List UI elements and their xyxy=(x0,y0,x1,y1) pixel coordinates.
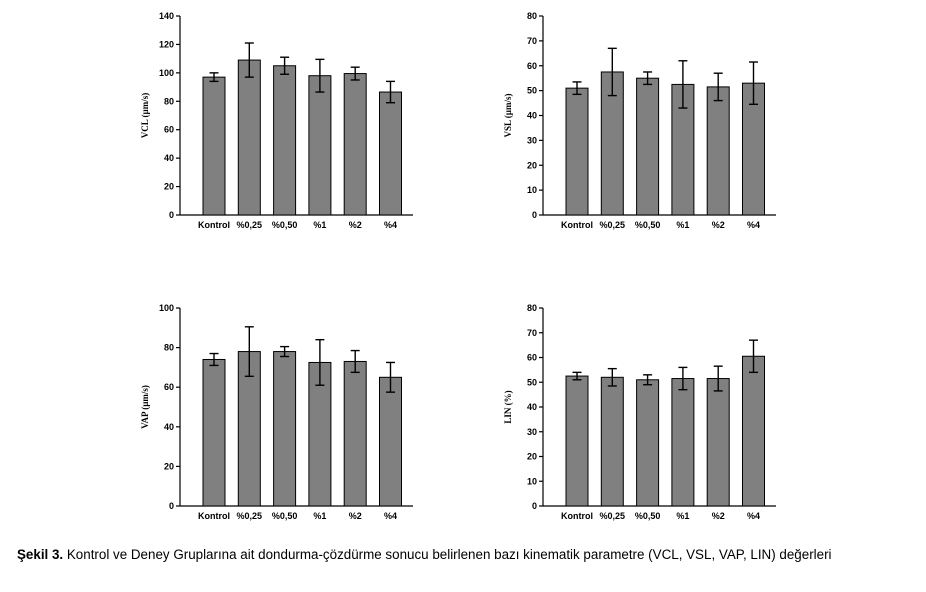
x-tick-label: %4 xyxy=(747,220,760,230)
bar-5 xyxy=(706,378,730,507)
bar-3 xyxy=(273,65,297,216)
y-tick-label: 0 xyxy=(169,501,174,511)
y-tick-label: 20 xyxy=(527,452,537,462)
x-tick-label: %1 xyxy=(676,511,689,521)
x-tick-label: %0,25 xyxy=(237,220,263,230)
chart-panel-3: 0 20 40 60 80 100 VAP (µm/s) Kontrol %0,25 %0,50%… xyxy=(140,303,413,521)
y-tick-label: 70 xyxy=(527,328,537,338)
y-tick-label: 20 xyxy=(527,160,537,170)
y-tick-label: 60 xyxy=(164,125,174,135)
x-tick-label: %2 xyxy=(349,511,362,521)
y-tick-label: 50 xyxy=(527,377,537,387)
y-tick-label: 30 xyxy=(527,135,537,145)
y-tick-label: 50 xyxy=(527,86,537,96)
y-axis-title: VCL (µm/s) xyxy=(140,93,150,138)
x-tick-label: Kontrol xyxy=(561,511,593,521)
y-tick-label: 60 xyxy=(527,61,537,71)
x-tick-label: %0,50 xyxy=(635,220,661,230)
y-tick-label: 80 xyxy=(164,343,174,353)
x-tick-label: %2 xyxy=(349,220,362,230)
y-tick-label: 0 xyxy=(532,501,537,511)
bar-2 xyxy=(237,59,261,216)
bar-1 xyxy=(565,375,589,507)
x-tick-label: Kontrol xyxy=(198,511,230,521)
x-tick-label: %4 xyxy=(384,511,397,521)
chart-panel-4: 0 10 20 30 40 50 60 70 80 LIN (%) Kontrol %0,25 %0,5… xyxy=(503,303,776,521)
y-tick-label: 80 xyxy=(527,303,537,313)
bar-1 xyxy=(565,87,589,216)
y-tick-label: 140 xyxy=(159,11,174,21)
y-tick-label: 20 xyxy=(164,182,174,192)
bar-6 xyxy=(379,376,402,507)
y-tick-label: 40 xyxy=(527,402,537,412)
x-tick-label: %4 xyxy=(384,220,397,230)
x-tick-label: %1 xyxy=(313,220,326,230)
y-tick-label: 10 xyxy=(527,185,537,195)
x-tick-label: %2 xyxy=(712,511,725,521)
y-tick-label: 40 xyxy=(527,111,537,121)
x-tick-label: %1 xyxy=(313,511,326,521)
chart-panel-1: 0 20 40 60 80 100 120 140 VCL (µm/s) Kontrol %0,25… xyxy=(140,11,413,230)
bar-3 xyxy=(636,379,660,507)
x-tick-label: %2 xyxy=(712,220,725,230)
y-axis-title: VSL (µm/s) xyxy=(503,94,513,138)
x-tick-label: %0,25 xyxy=(600,220,626,230)
x-tick-label: %4 xyxy=(747,511,760,521)
caption-label: Şekil 3. xyxy=(17,547,64,562)
bar-1 xyxy=(202,76,226,216)
x-tick-label: %0,50 xyxy=(272,511,298,521)
caption-text: Kontrol ve Deney Gruplarına ait dondurma… xyxy=(63,547,832,562)
y-tick-label: 100 xyxy=(159,68,174,78)
y-tick-label: 80 xyxy=(527,11,537,21)
bar-6 xyxy=(379,91,402,216)
y-tick-label: 120 xyxy=(159,39,174,49)
y-tick-label: 100 xyxy=(159,303,174,313)
y-tick-label: 0 xyxy=(169,210,174,220)
x-tick-label: Kontrol xyxy=(561,220,593,230)
y-tick-label: 30 xyxy=(527,427,537,437)
bar-5 xyxy=(706,86,730,216)
bar-1 xyxy=(202,358,226,507)
x-tick-label: %1 xyxy=(676,220,689,230)
y-tick-label: 40 xyxy=(164,422,174,432)
y-tick-label: 70 xyxy=(527,36,537,46)
y-tick-label: 10 xyxy=(527,476,537,486)
bar-5 xyxy=(343,73,367,216)
chart-panel-2: 0 10 20 30 40 50 60 70 80 VSL (µm/s) Kontrol %0,25%… xyxy=(503,11,776,230)
y-tick-label: 0 xyxy=(532,210,537,220)
y-axis-title: LIN (%) xyxy=(503,390,513,423)
y-tick-label: 20 xyxy=(164,461,174,471)
bar-4 xyxy=(308,75,332,216)
x-tick-label: Kontrol xyxy=(198,220,230,230)
x-tick-label: %0,50 xyxy=(635,511,661,521)
figure-caption: Şekil 3. Kontrol ve Deney Gruplarına ait… xyxy=(17,546,915,563)
y-tick-label: 60 xyxy=(527,353,537,363)
y-tick-label: 60 xyxy=(164,382,174,392)
bar-4 xyxy=(671,378,695,507)
bar-2 xyxy=(600,376,624,507)
bar-3 xyxy=(273,351,297,507)
x-tick-label: %0,25 xyxy=(237,511,263,521)
y-tick-label: 80 xyxy=(164,96,174,106)
bar-6 xyxy=(742,355,765,507)
y-tick-label: 40 xyxy=(164,153,174,163)
bar-5 xyxy=(343,360,367,507)
x-tick-label: %0,25 xyxy=(600,511,626,521)
y-axis-title: VAP (µm/s) xyxy=(140,385,150,429)
x-tick-label: %0,50 xyxy=(272,220,298,230)
bar-3 xyxy=(636,77,660,216)
